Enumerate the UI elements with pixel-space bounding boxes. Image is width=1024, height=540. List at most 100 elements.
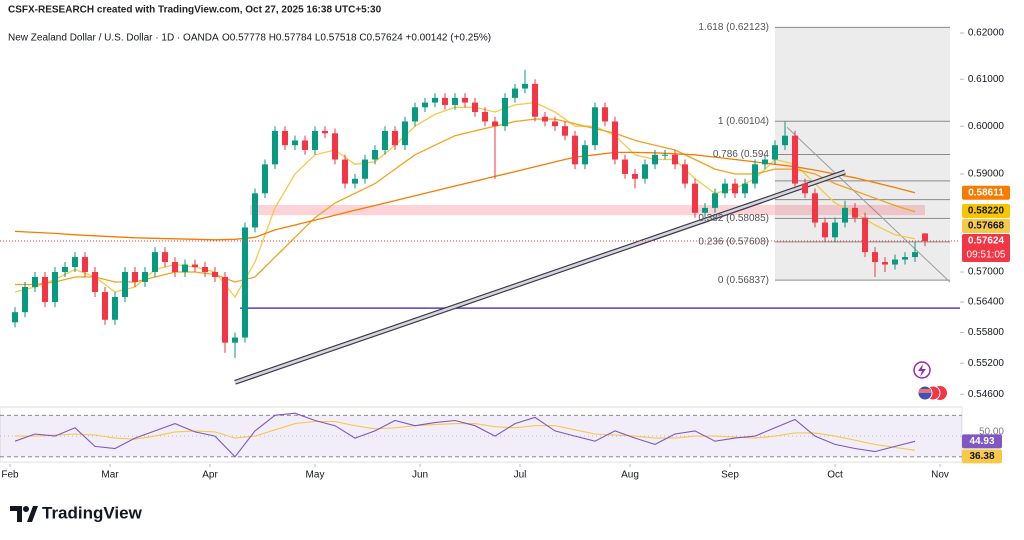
price-label: 0.58611 [968,187,1004,198]
candle-body [602,107,608,122]
rsi-line [14,412,916,458]
candle-body [832,222,838,238]
candle-body [912,252,918,258]
x-tick-label: Jun [412,470,428,481]
x-tick-label: Apr [202,470,218,481]
fib-label: 0 (0.56837) [718,275,769,286]
candle-body [192,264,198,268]
y-tick-label: 0.60000 [968,121,1005,132]
candle-body [522,83,528,89]
candle-body [492,121,498,127]
candle-body [92,271,98,293]
price-label-box [962,185,1010,200]
candle-body [672,154,678,165]
candle-body [822,222,828,238]
x-tick-label: Sep [721,470,739,481]
candle-body [842,207,848,223]
candle-body [882,262,888,265]
y-tick-label: 0.61000 [968,74,1005,85]
candle-body [402,121,408,146]
rsi-ma-label-box [962,449,1002,464]
candle-body [752,164,758,184]
y-tick-label: 0.55200 [968,358,1005,369]
price-label-box [962,234,1010,263]
moving-average [15,118,916,286]
candle-body [562,126,568,136]
candle-body [282,130,288,146]
candle-body [332,133,338,160]
zone [250,204,925,216]
candle-body [172,262,178,272]
candle-body [302,140,308,150]
candle-body [142,271,148,282]
candle-body [362,159,368,179]
fib-label: 1.618 (0.62123) [698,22,769,33]
y-tick-label: 0.54600 [968,389,1005,400]
candle-body [642,164,648,179]
candle-body [542,116,548,122]
candle-body [162,252,168,263]
candle-body [742,183,748,194]
candle-body [592,107,598,146]
brand: TradingView [42,503,143,522]
candle-body [682,164,688,184]
candle-body [82,257,88,272]
candle-body [292,140,298,146]
price-label-box [962,219,1010,234]
x-tick-label: May [306,470,325,481]
quote: O0.57778 H0.57784 L0.57518 C0.57624 +0.0… [222,33,491,44]
candle-body [22,286,28,313]
candle-body [152,252,158,272]
logo [10,506,38,522]
candle-body [662,154,668,156]
y-tick-label: 0.57000 [968,267,1005,278]
rsi-ma-label: 36.38 [969,451,994,462]
candle-body [252,193,258,228]
candle-body [122,271,128,298]
price-label: 0.57624 [968,236,1005,247]
fib-diagonal [786,126,951,283]
candle-body [632,173,638,179]
candle-body [812,193,818,223]
price-label: 0.58220 [968,206,1005,217]
price-pane [0,26,960,385]
candle-body [342,159,348,184]
candle-body [392,130,398,146]
candle-body [422,102,428,108]
candle-body [112,297,118,320]
candle-body [502,97,508,127]
candle-body [552,121,558,127]
y-tick-label: 0.62000 [968,28,1005,39]
candle-body [12,312,18,323]
candle-body [802,183,808,194]
candle-body [722,183,728,194]
candle-body [612,121,618,160]
candle-body [652,154,658,165]
candle-body [412,107,418,122]
candle-body [762,159,768,165]
rsi-pane [0,406,963,463]
candle-body [52,271,58,303]
candle-body [72,257,78,268]
candle-body [462,97,468,103]
candle-body [32,276,38,287]
candle-body [42,276,48,303]
price-label-box [962,204,1010,219]
candle-body [482,112,488,122]
candle-body [472,102,478,113]
x-tick-label: Feb [1,470,19,481]
candle-body [222,276,228,343]
candle-body [532,83,538,117]
candle-body [312,130,318,150]
symbol: New Zealand Dollar / U.S. Dollar · 1D · … [8,33,219,44]
icons [913,361,947,401]
countdown: 09:51:05 [967,250,1006,261]
x-tick-label: Mar [101,470,119,481]
candle-body [702,207,708,213]
candle-body [712,193,718,208]
x-tick-label: Jul [514,470,527,481]
x-tick-label: Oct [827,470,843,481]
candle-body [772,145,778,160]
candle-body [922,233,928,242]
